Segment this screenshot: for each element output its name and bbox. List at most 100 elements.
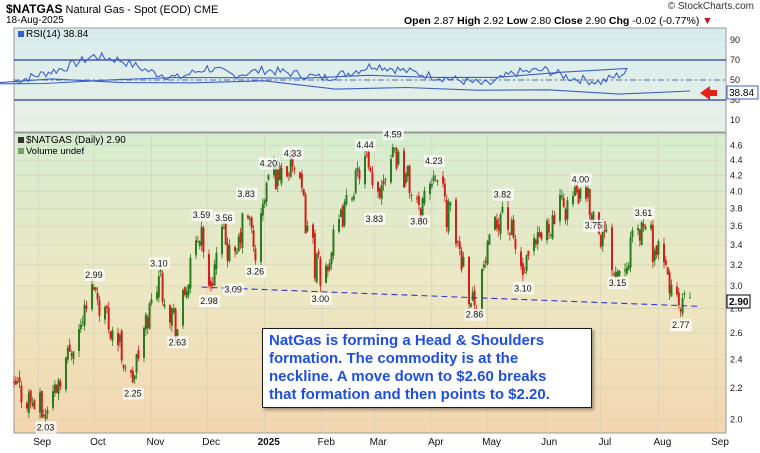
candle-body — [65, 357, 67, 390]
close-value: 2.90 — [585, 15, 606, 27]
candle-body — [683, 293, 686, 295]
price-label-bg — [167, 336, 189, 349]
candle-body — [436, 181, 439, 183]
candle-body — [85, 305, 88, 309]
candle-body — [176, 329, 179, 336]
candle-body — [564, 208, 567, 221]
price-annotation-label: 3.15 — [609, 278, 627, 288]
candle-body — [304, 194, 307, 234]
candle-body — [371, 172, 374, 186]
candle-body — [624, 269, 626, 272]
price-annotation-label: 3.59 — [193, 210, 211, 220]
rsi-last-value: 38.84 — [729, 88, 754, 99]
candle-body — [536, 232, 539, 244]
rsi-y-axis: 10 30 50 70 90 — [730, 35, 740, 125]
candle-body — [278, 165, 281, 180]
candle-body — [226, 243, 229, 261]
price-annotation-label: 2.98 — [200, 296, 218, 306]
price-tick-label: 4.6 — [730, 141, 743, 151]
volume-legend: Volume undef — [18, 146, 84, 157]
price-annotation-label: 4.20 — [260, 158, 278, 168]
candle-body — [521, 263, 524, 275]
candle-body — [131, 370, 134, 383]
price-label-bg — [282, 147, 304, 160]
candle-body — [189, 257, 192, 289]
candle-body — [551, 215, 554, 239]
x-tick-label: 2025 — [258, 437, 281, 448]
candle-body — [252, 230, 255, 247]
price-label-bg — [258, 157, 280, 170]
candle-body — [315, 254, 318, 283]
candle-body — [603, 221, 606, 233]
candle-body — [261, 204, 264, 216]
price-label-bg — [245, 265, 267, 278]
candle-body — [70, 353, 73, 356]
price-label-bg — [607, 276, 629, 289]
x-tick-label: Mar — [370, 437, 388, 448]
candle-body — [170, 308, 173, 326]
candle-body — [20, 385, 23, 403]
candle-body — [605, 229, 608, 231]
x-axis: Sep Oct Nov Dec 2025 Feb Mar Apr May Jun Jul Aug Sep — [33, 437, 729, 448]
candle-body — [280, 167, 283, 184]
candle-body — [655, 245, 658, 256]
candle-body — [612, 273, 615, 275]
candle-body — [586, 187, 589, 198]
candle-body — [575, 183, 578, 193]
rsi-last-value-box — [726, 85, 759, 100]
candle-body — [455, 199, 457, 244]
annotation-box: NatGas is forming a Head & Shoulders for… — [262, 328, 592, 408]
candle-body — [549, 234, 552, 236]
candle-body — [664, 260, 667, 266]
candle-body — [523, 271, 526, 273]
rsi-tick-label: 90 — [730, 35, 740, 45]
candle-body — [507, 207, 509, 230]
x-tick-label: May — [482, 437, 501, 448]
candle-body — [57, 379, 60, 395]
x-tick-label: Feb — [318, 437, 336, 448]
candle-body — [317, 251, 320, 255]
candle-body — [679, 309, 682, 312]
x-tick-label: Jul — [598, 437, 611, 448]
candle-body — [92, 287, 95, 290]
candle-body — [98, 299, 101, 316]
candle-body — [572, 196, 574, 205]
candle-body — [289, 150, 292, 177]
volume-legend-label: Volume undef — [26, 146, 85, 157]
candle-body — [169, 305, 171, 323]
candle-body — [208, 254, 210, 286]
candle-body — [182, 290, 184, 326]
price-tick-label: 3.2 — [730, 260, 743, 270]
price-annotation-label: 2.03 — [37, 422, 55, 432]
candle-body — [443, 183, 446, 197]
candle-body — [640, 222, 643, 246]
candle-body — [18, 377, 21, 383]
price-annotation-label: 3.82 — [494, 190, 512, 200]
candle-body — [592, 211, 595, 221]
candle-body — [330, 252, 333, 264]
candle-body — [274, 167, 277, 189]
candle-body — [68, 344, 71, 352]
candle-body — [248, 217, 251, 220]
low-label: Low — [506, 15, 528, 27]
price-annotation-label: 3.00 — [312, 294, 330, 304]
candle-body — [150, 299, 153, 304]
candle-body — [481, 269, 483, 311]
candle-body — [653, 250, 656, 261]
price-label-bg — [191, 209, 213, 222]
candle-body — [148, 303, 151, 329]
candle-body — [209, 281, 212, 287]
x-tick-label: Sep — [711, 437, 729, 448]
candle-body — [293, 168, 296, 170]
candle-body — [404, 173, 407, 184]
candle-body — [494, 216, 496, 230]
price-annotations: 2.03 2.99 2.25 3.10 2.63 3.59 2.98 3.56 3.09 3.83… — [35, 128, 692, 434]
price-label-bg — [583, 219, 605, 232]
candle-body — [146, 316, 149, 328]
candle-body — [124, 367, 127, 369]
x-tick-label: Aug — [654, 437, 672, 448]
candle-body — [618, 270, 621, 276]
price-label-bg — [464, 308, 486, 321]
high-label: High — [457, 15, 481, 27]
x-tick-label: Jun — [541, 437, 557, 448]
